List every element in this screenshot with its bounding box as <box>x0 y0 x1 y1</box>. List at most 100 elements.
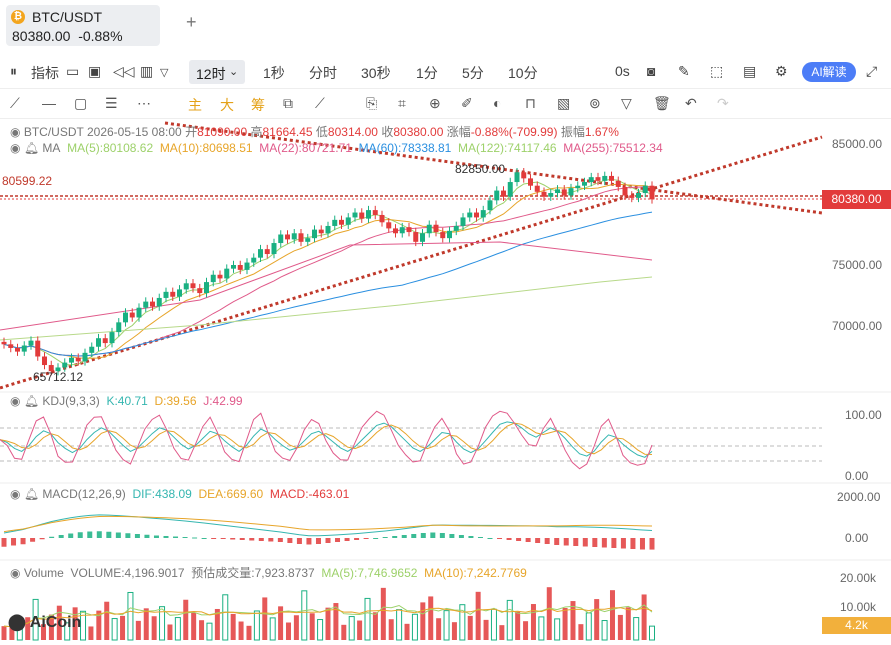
falling-trendline[interactable] <box>164 121 823 215</box>
candle-body <box>15 347 20 352</box>
ma60-value: MA(60):78338.81 <box>358 141 452 155</box>
candle-body <box>177 289 182 297</box>
candle-body <box>629 195 635 198</box>
volume-bar <box>538 616 545 641</box>
measure-icon[interactable]: ⟋ <box>315 95 325 111</box>
macd-value: MACD:-463.01 <box>269 487 350 501</box>
share-icon[interactable]: ⬚ <box>710 63 724 79</box>
trash-icon[interactable]: 🗑 <box>653 95 671 111</box>
eye-toggle-icon[interactable]: ◉ <box>10 487 21 501</box>
interval-5m[interactable]: 5分 <box>462 65 484 81</box>
template-icon[interactable]: ▧ <box>557 95 571 111</box>
magnet2-icon[interactable]: ⊚ <box>589 95 601 111</box>
chevron-down-icon[interactable]: ▽ <box>160 67 169 79</box>
trendline-tool-icon[interactable]: ⟋ <box>10 95 20 111</box>
interval-select[interactable] <box>189 60 245 84</box>
bell-icon[interactable]: 🔔︎ <box>23 487 40 501</box>
fib-tool-icon[interactable]: ☰ <box>105 95 118 111</box>
filter-icon[interactable]: ▽ <box>621 95 632 111</box>
fullscreen-icon[interactable]: ⤢ <box>866 63 878 79</box>
candle-body <box>555 189 560 194</box>
lock-icon[interactable]: ⊓ <box>525 95 536 111</box>
volume-bar <box>120 615 126 640</box>
bell-icon[interactable]: 🔔︎ <box>23 141 40 155</box>
pencil-icon[interactable]: ✎ <box>678 63 690 79</box>
volume-ma10: MA(10):7,242.7769 <box>424 566 527 580</box>
candle-body <box>588 177 594 183</box>
symbol-tab[interactable] <box>6 5 160 46</box>
eye-icon[interactable]: ◐ <box>493 95 502 111</box>
interval-1m[interactable]: 1分 <box>416 65 438 81</box>
rewind-icon[interactable]: ◁◁ <box>113 63 135 79</box>
last-price-tag: 80380.00 <box>822 190 891 209</box>
macd-bars <box>1 514 655 550</box>
ma255-value: MA(255):75512.34 <box>563 141 663 155</box>
rect-tool-icon[interactable]: ▢ <box>74 95 88 111</box>
ma22-value: MA(22):80721.71 <box>259 141 352 155</box>
candle-body <box>453 225 459 231</box>
bell-icon[interactable]: 🔔︎ <box>23 394 40 408</box>
ruler-icon[interactable]: ⌗ <box>398 95 406 111</box>
hline-tool-icon[interactable]: — <box>42 95 56 111</box>
kdj-k: K:40.71 <box>106 394 148 408</box>
macd-bar <box>192 537 198 539</box>
calendar-icon[interactable]: ▭ <box>66 63 80 79</box>
info-close: 80380.00 <box>393 125 444 139</box>
eye-toggle-icon[interactable]: ◉ <box>10 141 21 155</box>
eye-toggle-icon[interactable]: ◉ <box>10 125 21 139</box>
info-date: 2026-05-15 08:00 <box>86 125 182 139</box>
magnet-icon[interactable]: ⧉ <box>283 95 293 111</box>
volume-bar <box>293 615 299 640</box>
volume-bar <box>246 625 252 640</box>
chip-button[interactable]: 筹 <box>251 97 265 113</box>
candle-body <box>514 172 520 183</box>
undo-icon[interactable]: ↶ <box>685 95 697 111</box>
candle-body <box>534 185 540 192</box>
macd-bar <box>439 533 445 538</box>
bookmark-icon[interactable]: ⎘ <box>366 95 378 111</box>
seconds-value[interactable]: 0s <box>615 63 630 79</box>
layout-icon[interactable]: ▤ <box>743 63 757 79</box>
interval-timeline[interactable]: 分时 <box>309 65 337 81</box>
macd-dea-line <box>3 515 653 533</box>
rising-trendline[interactable] <box>0 135 823 390</box>
brush-icon[interactable]: ✐ <box>461 95 473 111</box>
macd-bar <box>506 538 512 540</box>
macd-bar <box>87 531 93 538</box>
more-tools-icon[interactable]: ⋯ <box>137 95 151 111</box>
volume-bar <box>554 618 561 641</box>
interval-10m[interactable]: 10分 <box>508 65 538 81</box>
eye-toggle-icon[interactable]: ◉ <box>10 394 21 408</box>
camera-icon[interactable]: ◙ <box>647 63 656 79</box>
candle-body <box>609 175 614 181</box>
price-axis-label: 75000.00 <box>832 258 883 272</box>
volume-bar <box>56 605 62 640</box>
volume-bar <box>411 613 418 641</box>
macd-bar <box>220 538 226 539</box>
volume-bar <box>96 610 102 640</box>
candle-style-icon[interactable]: ▥ <box>140 63 154 79</box>
gear-icon[interactable]: ⚙ <box>775 63 788 79</box>
volume-bar <box>325 607 331 640</box>
candle-body <box>116 322 122 333</box>
zoom-icon[interactable]: ⊕ <box>429 95 441 111</box>
ma-line <box>3 178 653 366</box>
add-tab-button[interactable]: + <box>186 12 197 32</box>
ma-line <box>0 241 653 331</box>
candle-body <box>298 233 304 242</box>
big-order-button[interactable]: 大 <box>220 97 234 113</box>
indicators-button[interactable]: 指标 <box>31 65 59 81</box>
macd-bar <box>620 538 626 549</box>
replay-icon[interactable]: ▣ <box>88 63 102 79</box>
main-force-button[interactable]: 主 <box>188 97 202 113</box>
eye-toggle-icon[interactable]: ◉ <box>10 566 21 580</box>
ai-analysis-button[interactable]: AI解读 <box>802 62 856 82</box>
interval-1s[interactable]: 1秒 <box>263 65 285 81</box>
macd-axis-label: 0.00 <box>845 531 869 545</box>
chart-type-icon[interactable]: ⏸ <box>10 63 17 79</box>
macd-bar <box>268 538 274 542</box>
interval-30s[interactable]: 30秒 <box>361 65 391 81</box>
volume-ma10-line <box>3 607 653 628</box>
redo-icon[interactable]: ↷ <box>717 95 729 111</box>
